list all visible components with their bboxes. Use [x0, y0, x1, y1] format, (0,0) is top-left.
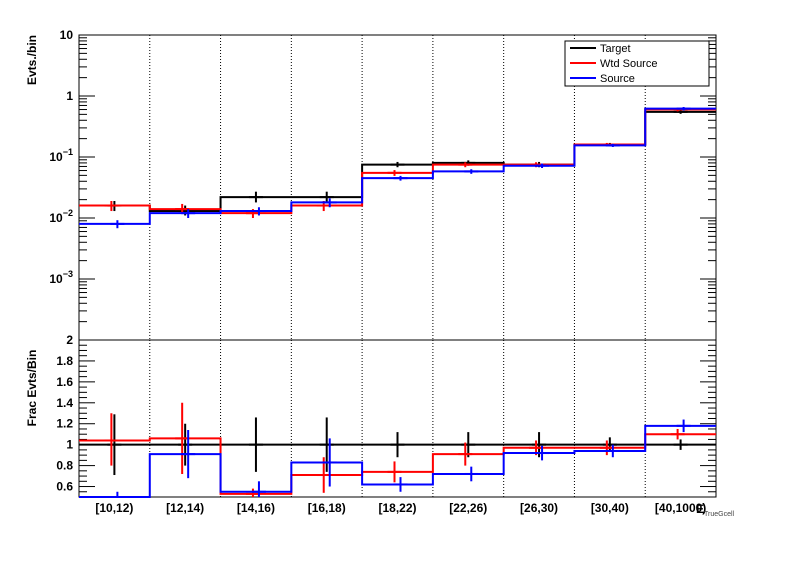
bottom-y-axis: 2 1.8 1.6 1.4 1.2 1 0.8 0.6	[56, 333, 716, 498]
y-tick-label: 10−2	[49, 208, 73, 225]
x-tick-label: [12,14)	[166, 501, 204, 515]
x-axis-category-labels: [10,12) [12,14) [14,16) [16,18) [18,22) [22,2…	[95, 501, 706, 515]
x-axis-label: ETrueGcell	[696, 502, 735, 518]
x-tick-label: [26,30)	[520, 501, 558, 515]
x-tick-label: [40,1000)	[655, 501, 706, 515]
top-series	[79, 107, 716, 229]
x-tick-label: [30,40)	[591, 501, 629, 515]
y-tick-label: 0.8	[56, 459, 73, 473]
y-tick-label: 1.4	[56, 396, 73, 410]
y-tick-label: 0.6	[56, 480, 73, 494]
y-tick-label: 1.2	[56, 417, 73, 431]
x-tick-label: [22,26)	[449, 501, 487, 515]
bottom-panel: 2 1.8 1.6 1.4 1.2 1 0.8 0.6 [10,12) [12,14) [14,1…	[25, 333, 735, 518]
legend-label-source: Source	[600, 73, 635, 85]
bottom-grid	[149, 340, 646, 497]
y-tick-label: 1	[66, 89, 73, 103]
bottom-series	[79, 402, 716, 498]
legend: Target Wtd Source Source	[564, 40, 710, 87]
y-tick-label: 10	[60, 28, 74, 42]
y-tick-label: 1.6	[56, 375, 73, 389]
y-tick-label: 1	[66, 438, 73, 452]
top-y-axis-label: Evts./bin	[25, 35, 39, 85]
legend-label-wtd-source: Wtd Source	[600, 58, 657, 70]
series-line-wtd-source	[79, 108, 716, 215]
top-y-axis: 10 1 10−1 10−2 10−3	[49, 28, 716, 341]
y-tick-label: 2	[66, 333, 73, 347]
y-tick-label: 10−1	[49, 147, 73, 164]
x-axis-label-subscript: TrueGcell	[704, 511, 735, 518]
x-tick-label: [14,16)	[237, 501, 275, 515]
bottom-plot-frame	[78, 339, 717, 498]
y-tick-label: 1.8	[56, 354, 73, 368]
x-tick-label: [18,22)	[378, 501, 416, 515]
bottom-y-axis-label: Frac Evts/Bin	[25, 350, 39, 427]
x-tick-label: [16,18)	[308, 501, 346, 515]
top-panel: 10 1 10−1 10−2 10−3 Evts./bin Target Wtd Sou…	[25, 28, 717, 341]
y-tick-label: 10−3	[49, 269, 73, 286]
series-line-target	[79, 110, 716, 213]
legend-label-target: Target	[600, 43, 631, 55]
x-tick-label: [10,12)	[95, 501, 133, 515]
